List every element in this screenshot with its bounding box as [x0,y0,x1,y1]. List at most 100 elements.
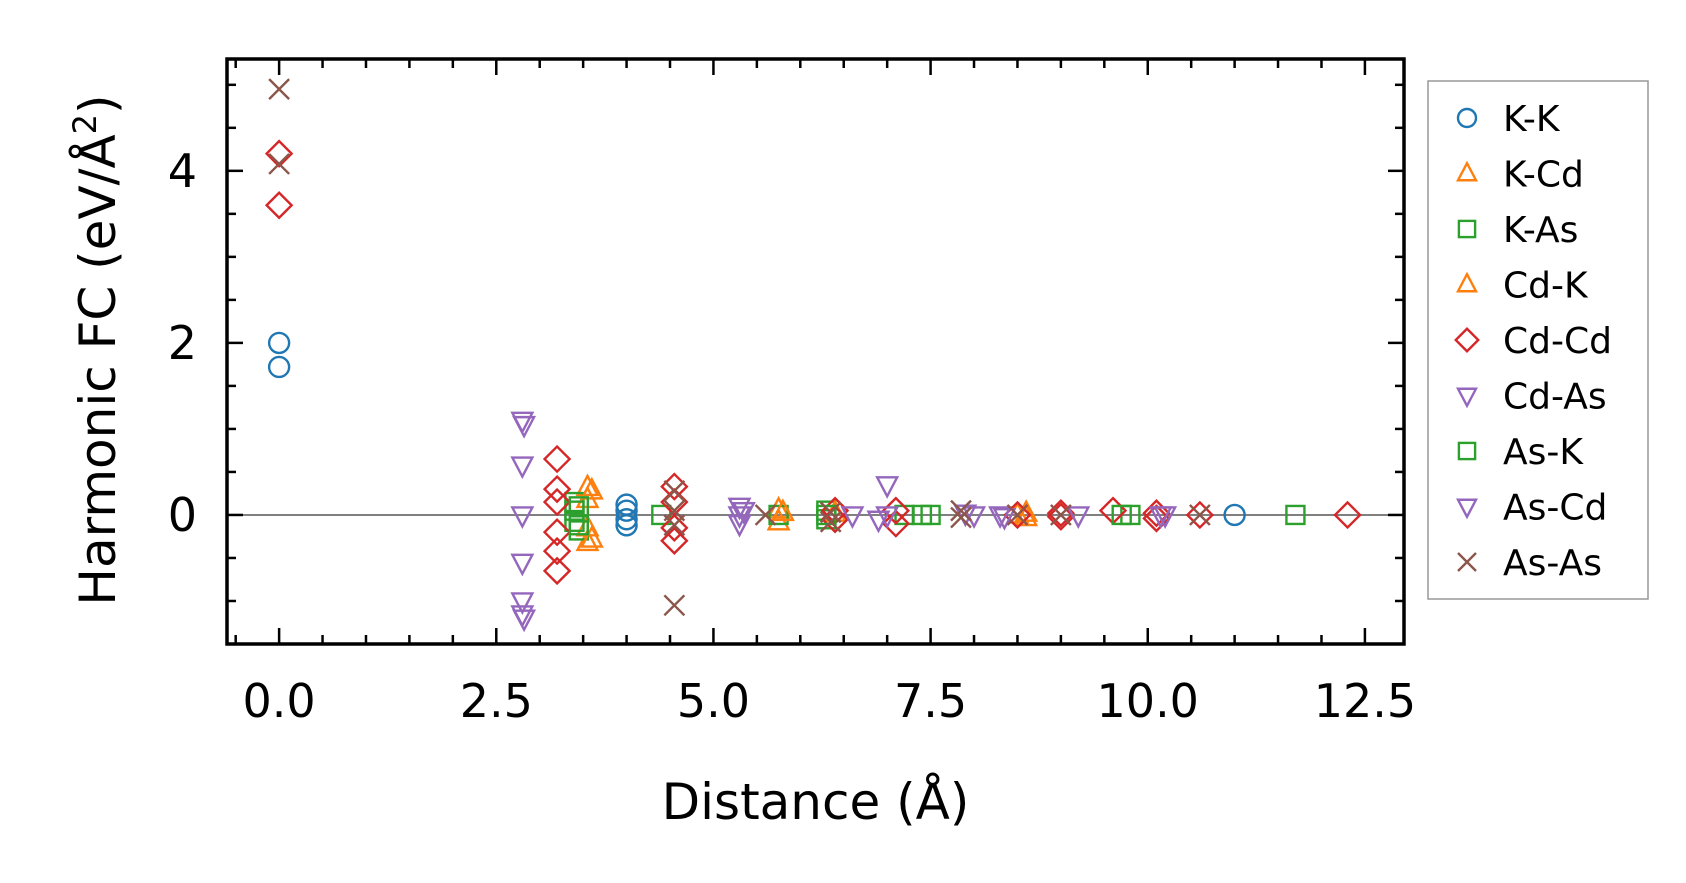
point-cd-cd-20 [1142,499,1171,528]
point-cd-as-3 [510,553,535,577]
legend-label-cd-cd: Cd-Cd [1503,321,1612,362]
point-as-as-4 [663,514,686,537]
point-cd-cd-18 [1046,502,1076,531]
point-cd-cd-3 [542,474,572,504]
point-cd-as-0 [510,411,535,435]
point-as-as-13 [1189,504,1211,526]
point-as-as-8 [819,510,842,533]
x-axis-label: Distance (Å) [662,773,970,831]
point-cd-k-2 [770,498,795,522]
legend-marker-as-as [1457,552,1477,572]
x-tick-label: 12.5 [1314,674,1416,728]
point-cd-cd-2 [542,444,572,474]
point-cd-cd-15 [881,509,911,538]
point-cd-as-14 [1066,506,1091,530]
legend-label-k-as: K-As [1503,210,1578,251]
x-tick-label: 0.0 [243,674,316,728]
point-as-as-0 [268,78,290,100]
point-cd-cd-1 [264,191,294,220]
legend-item-k-as: K-As [1457,210,1578,251]
point-k-k-5 [615,514,638,537]
point-cd-k-0 [579,476,604,500]
x-tick-labels: 0.0 2.5 5.0 7.5 10.0 12.5 [243,674,1417,728]
point-cd-as-10 [875,476,900,499]
point-as-k-3 [911,504,933,526]
legend-label-k-cd: K-Cd [1503,155,1584,196]
point-as-cd-5 [992,507,1017,531]
point-cd-cd-7 [542,556,572,586]
plot-frame [225,57,1406,646]
point-k-as-5 [768,504,789,526]
point-as-cd-0 [512,415,537,439]
legend: K-K K-Cd K-As Cd-K Cd-Cd Cd-As As-K As-Cd As-As [1427,80,1649,600]
data-points [264,78,1362,633]
point-k-as-1 [564,500,585,521]
point-cd-cd-4 [542,487,572,517]
point-as-as-1 [268,153,290,175]
legend-marker-cd-k [1456,271,1478,293]
axis-ticks [227,59,1404,646]
legend-label-cd-k: Cd-K [1503,266,1589,307]
point-k-k-0 [267,331,291,355]
y-axis-label: Harmonic FC (eV/Å2) [66,94,127,605]
legend-marker-as-cd [1456,498,1478,520]
point-k-as-11 [1285,504,1306,526]
point-as-as-11 [1006,504,1029,526]
point-cd-cd-10 [660,513,689,543]
y-tick-label: 4 [168,144,197,198]
legend-label-as-cd: As-Cd [1503,488,1607,529]
legend-marker-as-k [1457,441,1477,461]
point-cd-as-13 [988,506,1013,530]
legend-item-k-k: K-K [1456,99,1561,140]
x-tick-label: 7.5 [894,674,967,728]
legend-marker-cd-cd [1454,327,1480,353]
legend-item-cd-cd: Cd-Cd [1454,321,1612,362]
y-tick-label: 2 [168,316,197,370]
legend-item-as-k: As-K [1457,432,1584,473]
legend-label-as-k: As-K [1503,432,1584,473]
point-cd-as-9 [840,506,865,530]
point-cd-cd-23 [1333,500,1362,530]
point-cd-cd-0 [264,139,294,168]
point-as-k-1 [568,515,589,536]
point-cd-k-1 [579,524,604,548]
point-as-k-4 [1111,504,1132,526]
legend-item-as-cd: As-Cd [1456,488,1607,529]
point-as-as-2 [663,480,686,502]
point-as-as-5 [663,594,686,617]
point-k-k-3 [615,499,638,522]
point-as-as-6 [754,504,777,526]
point-k-k-6 [1223,503,1246,527]
point-k-k-1 [267,355,291,379]
x-tick-label: 5.0 [677,674,750,728]
point-cd-cd-6 [542,536,572,566]
point-cd-cd-5 [542,517,572,547]
y-axis-label-close: ) [69,94,127,114]
point-k-k-4 [615,508,638,531]
point-as-as-7 [819,501,842,524]
point-cd-cd-22 [1185,500,1215,530]
legend-label-cd-as: Cd-As [1503,377,1607,418]
point-as-cd-2 [731,501,756,525]
point-k-cd-0 [575,473,600,497]
legend-marker-k-k [1456,107,1478,129]
y-tick-label: 0 [168,488,197,542]
x-tick-label: 2.5 [460,674,533,728]
point-as-as-9 [950,499,972,522]
legend-items: K-K K-Cd K-As Cd-K Cd-Cd Cd-As As-K As-Cd As-As [1454,99,1612,584]
legend-marker-k-cd [1456,160,1478,182]
point-cd-cd-8 [660,472,689,501]
point-cd-as-1 [510,456,535,480]
y-axis-label-superscript: 2 [66,114,104,134]
y-axis-label-main: Harmonic FC (eV/Å [69,134,127,605]
legend-item-cd-as: Cd-As [1456,377,1607,418]
point-cd-as-4 [510,592,535,616]
legend-marker-cd-as [1456,387,1478,409]
point-cd-as-11 [875,506,900,530]
point-as-cd-6 [1148,506,1173,530]
point-cd-as-2 [510,506,535,530]
point-as-cd-3 [866,510,891,534]
legend-item-as-as: As-As [1457,543,1602,584]
point-as-k-2 [816,504,837,526]
